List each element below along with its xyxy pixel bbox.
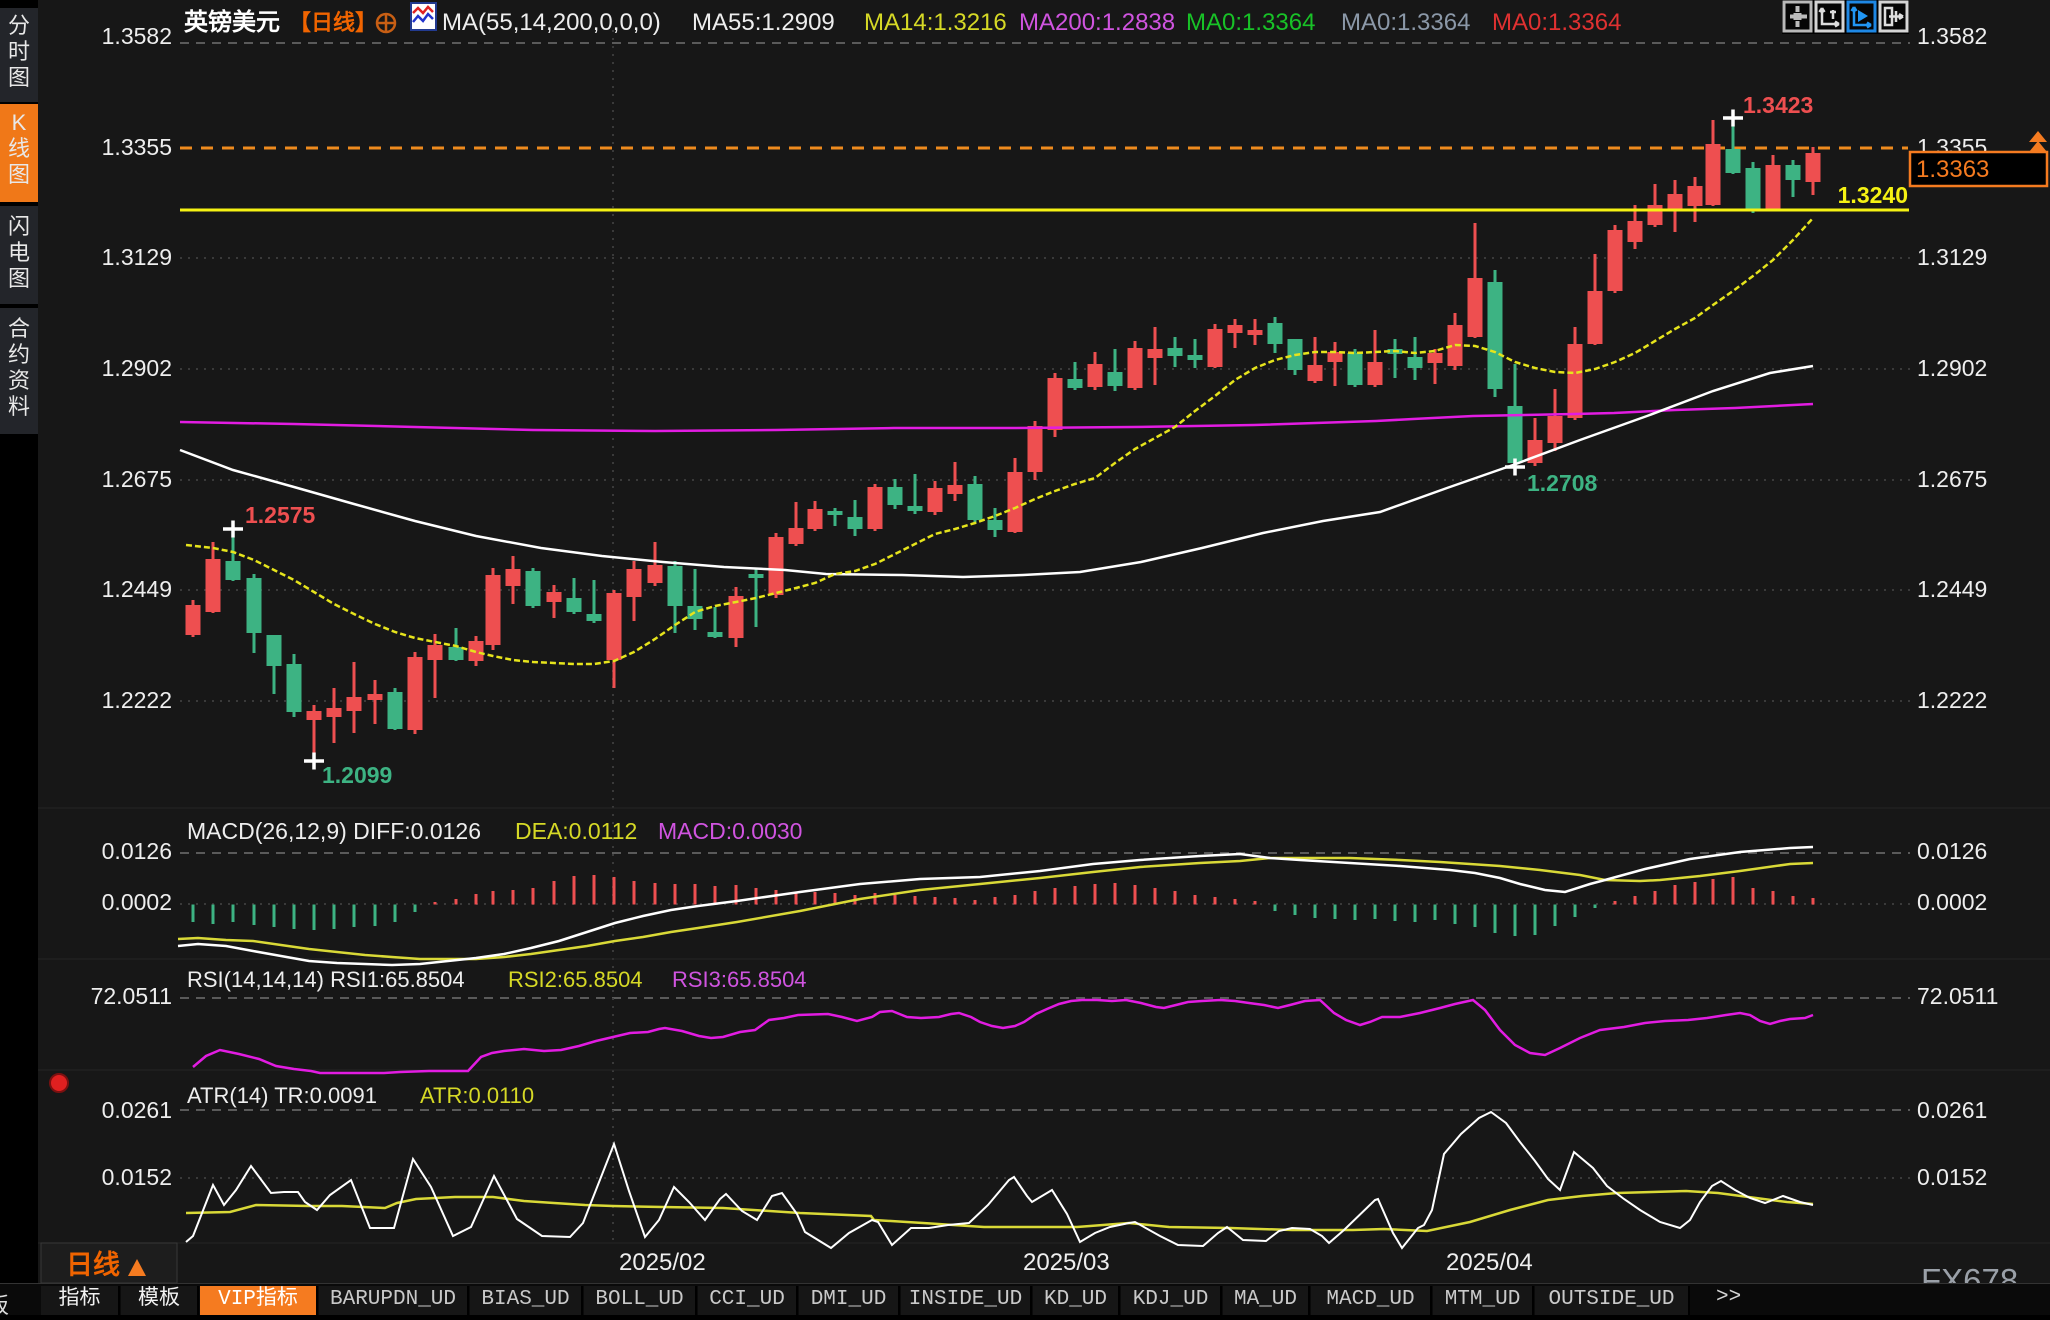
svg-text:1.2449: 1.2449 <box>1917 576 1987 602</box>
svg-text:RSI3:65.8504: RSI3:65.8504 <box>672 967 807 992</box>
svg-text:1.2675: 1.2675 <box>1917 466 1987 492</box>
svg-text:MA0:1.3364: MA0:1.3364 <box>1186 9 1315 36</box>
svg-text:RSI2:65.8504: RSI2:65.8504 <box>508 967 643 992</box>
svg-text:1.2708: 1.2708 <box>1527 470 1598 496</box>
svg-text:ATR:0.0110: ATR:0.0110 <box>420 1083 534 1108</box>
svg-text:0.0261: 0.0261 <box>102 1097 172 1123</box>
svg-text:1.3363: 1.3363 <box>1916 156 1989 183</box>
svg-text:1.3129: 1.3129 <box>1917 244 1987 270</box>
svg-text:2025/02: 2025/02 <box>619 1249 706 1276</box>
svg-text:0.0126: 0.0126 <box>1917 838 1987 864</box>
svg-text:MA14:1.3216: MA14:1.3216 <box>864 9 1007 36</box>
svg-text:1.2222: 1.2222 <box>102 687 172 713</box>
svg-text:0.0002: 0.0002 <box>1917 889 1987 915</box>
svg-text:DEA:0.0112: DEA:0.0112 <box>515 818 637 844</box>
svg-text:MA(55,14,200,0,0,0): MA(55,14,200,0,0,0) <box>442 9 661 36</box>
svg-text:1.2449: 1.2449 <box>102 576 172 602</box>
svg-text:MA0:1.3364: MA0:1.3364 <box>1492 9 1621 36</box>
svg-text:1.3582: 1.3582 <box>1917 23 1987 49</box>
svg-text:英镑美元: 英镑美元 <box>184 8 280 36</box>
svg-text:0.0126: 0.0126 <box>102 838 172 864</box>
svg-text:1.3129: 1.3129 <box>102 244 172 270</box>
svg-text:MA55:1.2909: MA55:1.2909 <box>692 9 835 36</box>
svg-text:0.0002: 0.0002 <box>102 889 172 915</box>
svg-text:1.3240: 1.3240 <box>1838 182 1908 208</box>
svg-text:72.0511: 72.0511 <box>91 983 172 1009</box>
svg-text:MA0:1.3364: MA0:1.3364 <box>1341 9 1470 36</box>
svg-text:ATR(14) TR:0.0091: ATR(14) TR:0.0091 <box>187 1083 377 1108</box>
svg-text:1.2222: 1.2222 <box>1917 687 1987 713</box>
svg-text:MACD(26,12,9) DIFF:0.0126: MACD(26,12,9) DIFF:0.0126 <box>187 818 481 844</box>
svg-text:1.3423: 1.3423 <box>1743 92 1813 118</box>
svg-text:1.2902: 1.2902 <box>102 355 172 381</box>
svg-text:1.2099: 1.2099 <box>322 762 392 788</box>
svg-text:1.3355: 1.3355 <box>102 134 172 160</box>
svg-text:0.0261: 0.0261 <box>1917 1097 1987 1123</box>
svg-text:1.3582: 1.3582 <box>102 23 172 49</box>
svg-text:72.0511: 72.0511 <box>1917 983 1998 1009</box>
svg-text:2025/03: 2025/03 <box>1023 1249 1110 1276</box>
svg-text:RSI(14,14,14) RSI1:65.8504: RSI(14,14,14) RSI1:65.8504 <box>187 967 465 992</box>
svg-text:2025/04: 2025/04 <box>1446 1249 1533 1276</box>
svg-text:0.0152: 0.0152 <box>102 1164 172 1190</box>
svg-text:日线: 日线 <box>66 1250 120 1280</box>
svg-text:0.0152: 0.0152 <box>1917 1164 1987 1190</box>
svg-text:1.2675: 1.2675 <box>102 466 172 492</box>
svg-text:1.2902: 1.2902 <box>1917 355 1987 381</box>
svg-text:MA200:1.2838: MA200:1.2838 <box>1019 9 1175 36</box>
svg-text:【日线】: 【日线】 <box>289 10 377 35</box>
svg-text:MACD:0.0030: MACD:0.0030 <box>658 818 802 844</box>
svg-text:1.2575: 1.2575 <box>245 502 316 528</box>
